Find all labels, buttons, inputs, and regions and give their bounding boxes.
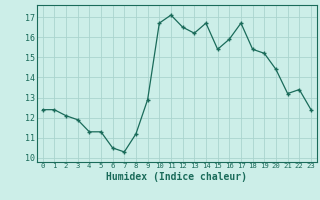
X-axis label: Humidex (Indice chaleur): Humidex (Indice chaleur) — [106, 172, 247, 182]
